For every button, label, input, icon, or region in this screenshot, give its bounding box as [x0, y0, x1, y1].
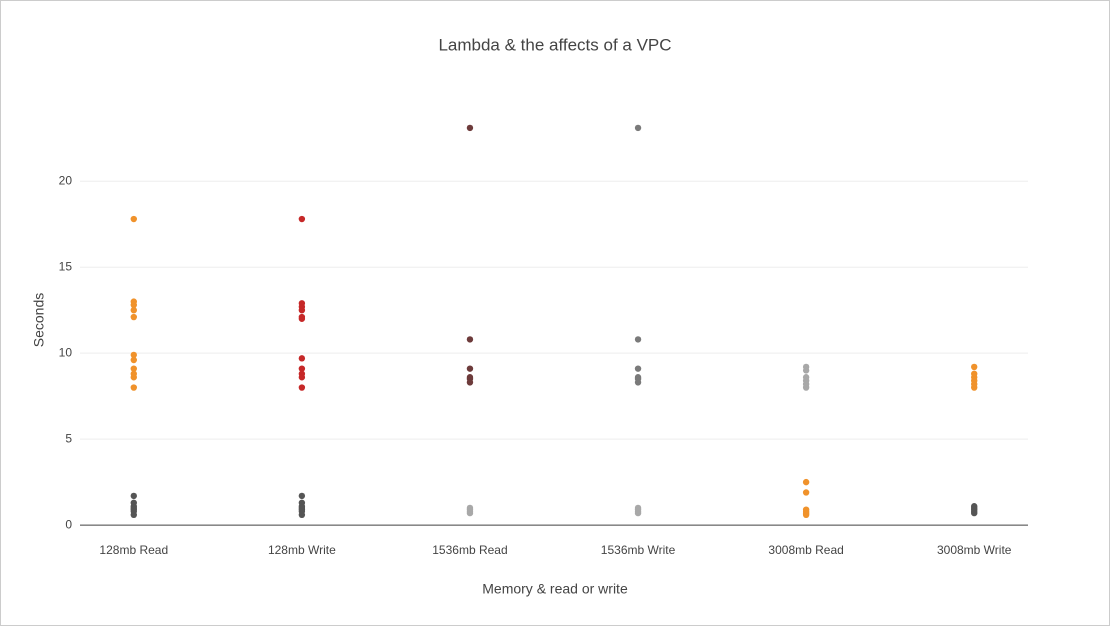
point — [634, 365, 642, 372]
chart-title: Lambda & the affects of a VPC — [438, 35, 671, 54]
point — [466, 336, 474, 343]
point — [298, 365, 306, 372]
y-tick-label: 0 — [65, 517, 72, 531]
point — [971, 363, 978, 371]
point — [466, 509, 474, 517]
point — [130, 384, 137, 391]
point — [634, 509, 642, 517]
y-tick-label: 20 — [59, 173, 73, 187]
point — [634, 379, 642, 386]
x-tick-label: 128mb Write — [268, 543, 336, 557]
y-tick-label: 5 — [65, 431, 72, 445]
point — [971, 509, 978, 517]
y-tick-label: 10 — [59, 345, 73, 359]
point — [130, 313, 137, 321]
point — [130, 306, 137, 314]
point — [466, 124, 474, 132]
point — [130, 356, 137, 364]
x-tick-label: 1536mb Read — [432, 543, 507, 557]
point — [634, 124, 642, 132]
point — [802, 367, 810, 374]
x-axis-label: Memory & read or write — [482, 581, 628, 597]
point — [466, 379, 474, 386]
point — [130, 374, 137, 381]
point — [130, 492, 137, 500]
point — [298, 355, 306, 362]
x-tick-label: 3008mb Write — [937, 543, 1012, 557]
point — [298, 511, 306, 519]
point — [298, 384, 306, 391]
point — [466, 365, 474, 372]
point — [130, 301, 137, 309]
point — [298, 492, 306, 500]
x-tick-label: 3008mb Read — [768, 543, 843, 557]
point — [634, 336, 642, 343]
y-tick-label: 15 — [59, 259, 73, 273]
point — [298, 306, 306, 314]
point — [298, 315, 306, 322]
point — [802, 489, 810, 496]
point — [298, 374, 306, 381]
point — [130, 511, 137, 519]
point — [130, 351, 137, 359]
y-axis-label: Seconds — [31, 293, 47, 347]
point — [802, 478, 810, 486]
point — [130, 215, 137, 223]
point — [802, 511, 810, 519]
point — [130, 365, 137, 372]
x-tick-label: 128mb Read — [99, 543, 168, 557]
x-tick-label: 1536mb Write — [601, 543, 676, 557]
point — [298, 215, 306, 223]
point — [802, 384, 810, 391]
point — [971, 384, 978, 391]
